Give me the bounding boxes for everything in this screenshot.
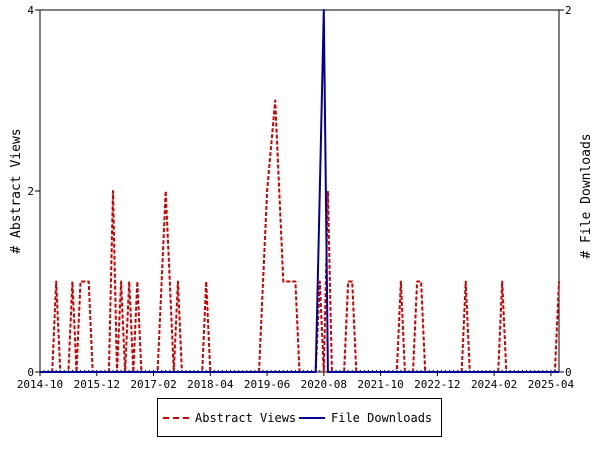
- legend-swatch-file-downloads: [299, 417, 325, 419]
- legend-item-abstract-views: Abstract Views: [163, 410, 296, 426]
- plot-frame: [39, 9, 560, 373]
- y-axis-left-label: # Abstract Views: [9, 128, 24, 253]
- x-tick-label: 2022-12: [414, 378, 460, 391]
- x-tick-label: 2025-04: [528, 378, 575, 391]
- x-tick-label: 2017-02: [130, 378, 176, 391]
- x-tick-label: 2019-06: [244, 378, 290, 391]
- y-right-tick-label: 2: [565, 4, 572, 17]
- series-layer: [40, 9, 560, 373]
- x-tick-label: 2020-08: [301, 378, 347, 391]
- legend-item-file-downloads: File Downloads: [299, 410, 432, 426]
- x-tick-label: 2024-02: [471, 378, 517, 391]
- y-right-tick-label: 0: [565, 366, 572, 379]
- y-left-tick-label: 0: [27, 366, 34, 379]
- legend: Abstract Views File Downloads: [157, 398, 442, 437]
- x-tick-label: 2015-12: [74, 378, 120, 391]
- x-tick-label: 2014-10: [17, 378, 63, 391]
- y-axis-right-label: # File Downloads: [579, 133, 594, 258]
- legend-label-abstract-views: Abstract Views: [195, 411, 297, 425]
- x-tick-label: 2018-04: [187, 378, 234, 391]
- series-line-file-downloads: [40, 9, 559, 373]
- legend-label-file-downloads: File Downloads: [331, 411, 433, 425]
- x-tick-label: 2021-10: [357, 378, 403, 391]
- legend-swatch-abstract-views: [163, 417, 189, 419]
- y-left-tick-label: 2: [27, 185, 34, 198]
- ticks-layer: 2014-10 2015-12 2017-02 2018-04 2019-06 2020-…: [17, 4, 575, 391]
- y-left-tick-label: 4: [27, 4, 34, 17]
